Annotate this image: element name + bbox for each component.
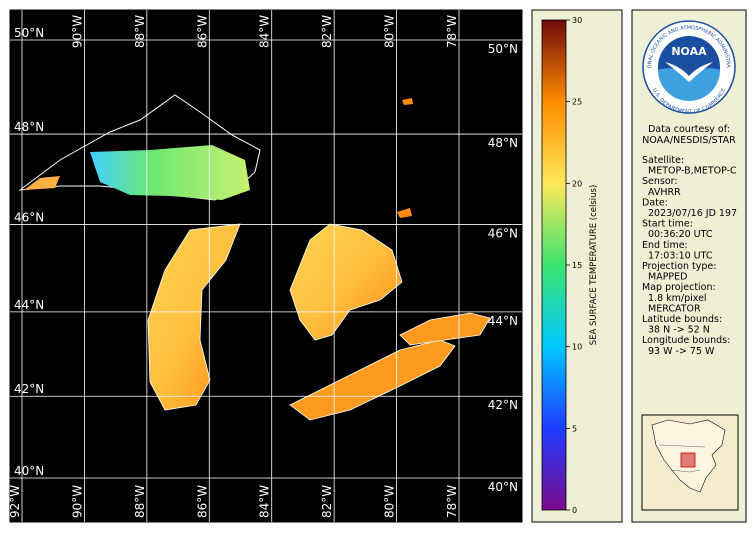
colorbar-tick-label: 0 (572, 506, 577, 515)
lon-label-bottom: 92°W (8, 485, 22, 518)
lon-label-bottom: 90°W (70, 485, 84, 518)
lake-erie (289, 339, 456, 421)
lon-label-bottom: 88°W (133, 485, 147, 518)
lon-label-top: 88°W (133, 15, 147, 48)
field-value: MERCATOR (648, 303, 701, 314)
lat-label-left: 46°N (14, 211, 44, 225)
logo-name: NOAA (671, 45, 707, 58)
field-label: End time: (642, 240, 688, 251)
logo-bird (665, 62, 713, 82)
colorbar-label: SEA SURFACE TEMPERATURE (celsius) (589, 185, 599, 346)
metadata: Satellite:METOP-B,METOP-CSensor:AVHRRDat… (642, 155, 737, 357)
map-background (9, 9, 523, 523)
lat-label-left: 40°N (14, 464, 44, 478)
small-lake (397, 208, 412, 218)
lake-superior-west-sst (24, 176, 60, 190)
lon-label-top: 84°W (258, 15, 272, 48)
inset-borders (659, 444, 706, 473)
lat-label-right: 46°N (488, 227, 518, 241)
lat-label-right: 50°N (488, 42, 518, 56)
lon-label-bottom: 84°W (258, 485, 272, 518)
colorbar-tick-label: 30 (572, 16, 582, 25)
colorbar-tick-label: 10 (572, 343, 582, 352)
field-value: 93 W -> 75 W (648, 346, 715, 357)
field-value: 38 N -> 52 N (648, 325, 710, 336)
lat-label-right: 48°N (488, 136, 518, 150)
lat-label-left: 42°N (14, 382, 44, 396)
lon-label-bottom: 80°W (383, 485, 397, 518)
colorbar-tick-label: 20 (572, 179, 582, 188)
field-label: Longitude bounds: (642, 335, 730, 346)
field-value: 2023/07/16 JD 197 (648, 208, 737, 219)
logo-water (658, 68, 720, 101)
field-value: 17:03:10 UTC (648, 250, 713, 261)
colorbar-ticks: 0 5 10 15 20 25 30 (566, 16, 582, 515)
lat-label-left: 50°N (14, 26, 44, 40)
colorbar-tick-label: 15 (572, 261, 582, 270)
field-label: Sensor: (642, 176, 678, 187)
lon-label-top: 90°W (70, 15, 84, 48)
lat-label-right: 44°N (488, 314, 518, 328)
field-label: Projection type: (642, 261, 716, 272)
field-value: AVHRR (648, 187, 681, 198)
lon-label-bottom: 82°W (320, 485, 334, 518)
colorbar-tick-label: 5 (572, 424, 577, 433)
lon-label-bottom: 78°W (445, 485, 459, 518)
small-lake (402, 98, 413, 105)
lat-label-left: 48°N (14, 120, 44, 134)
field-label: Start time: (642, 219, 693, 230)
lon-label-top: 86°W (195, 15, 209, 48)
lon-label-top: 80°W (383, 15, 397, 48)
colorbar-tick-label: 25 (572, 98, 582, 107)
lon-label-bottom: 86°W (195, 485, 209, 518)
lat-label-right: 42°N (488, 398, 518, 412)
field-value: METOP-B,METOP-C (648, 166, 737, 177)
credit-label: Data courtesy of: (648, 124, 730, 135)
lake-michigan (147, 223, 241, 411)
lake-huron (289, 223, 403, 341)
lon-label-top: 78°W (445, 15, 459, 48)
field-value: MAPPED (648, 272, 687, 283)
field-value: 00:36:20 UTC (648, 229, 713, 240)
lat-label-left: 44°N (14, 298, 44, 312)
colorbar (541, 19, 567, 511)
credit: NOAA/NESDIS/STAR (642, 135, 736, 146)
field-label: Latitude bounds: (642, 314, 722, 325)
lat-label-right: 40°N (488, 480, 518, 494)
field-label: Satellite: (642, 155, 684, 166)
lake-superior-sst (90, 145, 250, 200)
graticule (10, 10, 522, 522)
inset-region (680, 452, 696, 468)
lakes (18, 94, 491, 421)
field-value: 1.8 km/pixel (648, 293, 707, 304)
lon-label-top: 82°W (320, 15, 334, 48)
field-label: Map projection: (642, 282, 716, 293)
lake-ontario (399, 312, 491, 346)
field-label: Date: (642, 197, 668, 208)
